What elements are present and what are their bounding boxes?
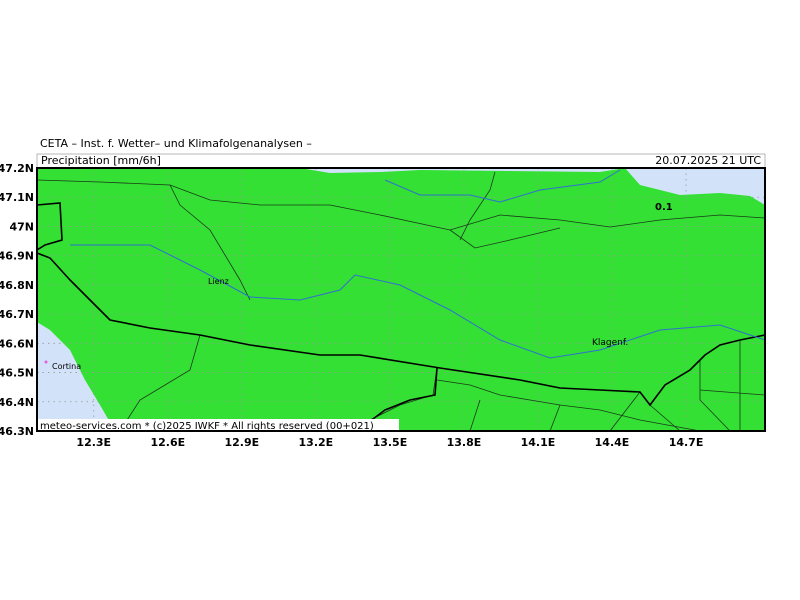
- x-tick-label: 12.9E: [224, 436, 259, 449]
- admin-line: [459, 171, 496, 241]
- admin-line: [169, 184, 251, 301]
- x-tick-label: 12.3E: [76, 436, 111, 449]
- contour-label: 0.1: [655, 202, 673, 213]
- river: [70, 244, 766, 359]
- river: [384, 169, 621, 203]
- x-tick-label: 13.2E: [299, 436, 334, 449]
- footer-box: [37, 419, 399, 431]
- x-tick-label: 13.5E: [373, 436, 408, 449]
- y-tick-label: 46.7N: [0, 308, 34, 321]
- precip-area: [37, 168, 765, 431]
- place-label: Cortina: [52, 362, 81, 371]
- y-tick-label: 47.1N: [0, 191, 34, 204]
- header: CETA – Inst. f. Wetter– und Klimafolgena…: [40, 137, 312, 150]
- footer: meteo-services.com * (c)2025 IWKF * All …: [40, 421, 374, 432]
- x-tick-label: 12.6E: [150, 436, 185, 449]
- country-border: [36, 252, 766, 407]
- x-tick-label: 14.4E: [595, 436, 630, 449]
- admin-line: [359, 340, 766, 432]
- country-border: [36, 202, 63, 251]
- admin-line: [36, 179, 766, 231]
- y-tick-label: 47.2N: [0, 162, 34, 175]
- place-label: Lienz: [208, 277, 229, 286]
- date: 20.07.2025 21 UTC: [655, 154, 761, 167]
- place-label: Klagenf.: [592, 338, 628, 348]
- y-tick-label: 46.4N: [0, 396, 34, 409]
- map-frame: [36, 167, 766, 432]
- y-tick-label: 46.9N: [0, 250, 34, 263]
- y-tick-label: 46.3N: [0, 425, 34, 438]
- admin-line: [449, 227, 561, 249]
- admin-line: [119, 334, 201, 432]
- y-tick-label: 46.5N: [0, 367, 34, 380]
- y-tick-label: 46.6N: [0, 337, 34, 350]
- y-tick-label: 46.8N: [0, 279, 34, 292]
- x-tick-label: 14.7E: [669, 436, 704, 449]
- x-tick-label: 14.1E: [521, 436, 556, 449]
- y-tick-label: 47N: [9, 220, 34, 233]
- title: Precipitation [mm/6h]: [41, 154, 161, 167]
- place-dot: [44, 360, 48, 364]
- x-tick-label: 13.8E: [447, 436, 482, 449]
